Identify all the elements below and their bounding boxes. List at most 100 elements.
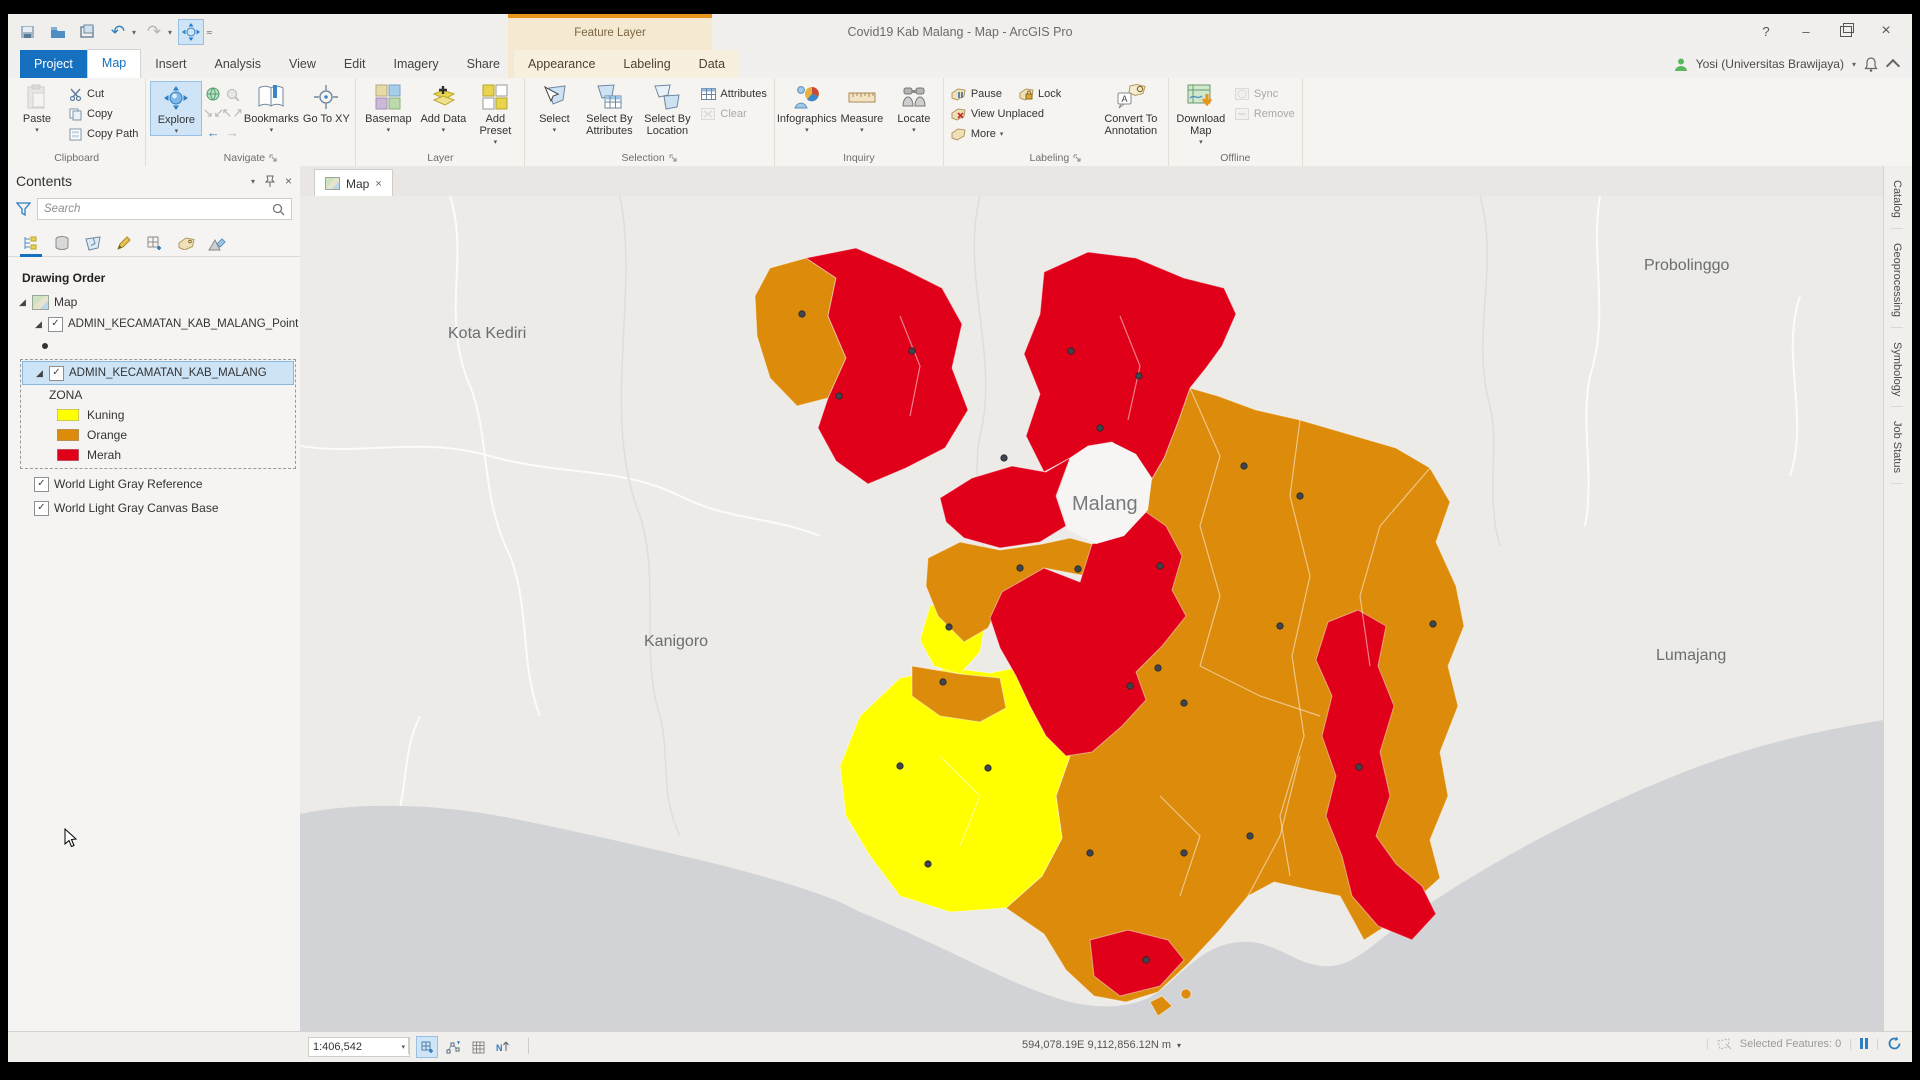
tab-data[interactable]: Data (698, 57, 726, 71)
zone-red-north[interactable] (1023, 251, 1237, 483)
tree-item-base-layer[interactable]: ✓ World Light Gray Canvas Base (8, 497, 300, 519)
select-by-attributes-button[interactable]: Select By Attributes (581, 81, 637, 137)
restore-button[interactable] (1826, 17, 1866, 45)
selection-launcher-icon[interactable] (669, 154, 678, 163)
attributes-button[interactable]: Attributes (697, 85, 769, 103)
paste-button[interactable]: Paste ▾ (12, 81, 62, 134)
tab-labeling[interactable]: Labeling (623, 57, 671, 71)
cut-button[interactable]: Cut (64, 85, 141, 103)
list-by-snapping-button[interactable] (144, 230, 166, 256)
pin-icon[interactable] (264, 175, 275, 187)
labeling-launcher-icon[interactable] (1073, 154, 1082, 163)
full-extent-button[interactable] (204, 85, 222, 103)
snapping-toggle-button[interactable] (416, 1036, 438, 1058)
zone-yellow-southwest[interactable] (839, 662, 1071, 913)
layer-visibility-checkbox[interactable]: ✓ (34, 500, 49, 516)
new-project-button[interactable] (76, 20, 100, 44)
tab-job-status[interactable]: Job Status (1891, 411, 1903, 485)
qat-customize-button[interactable]: ≂ (206, 27, 213, 37)
lock-labeling-button[interactable]: Lock (1015, 85, 1064, 103)
convert-to-annotation-button[interactable]: A Convert To Annotation (1098, 81, 1164, 137)
list-by-editing-button[interactable] (113, 230, 135, 256)
minimize-button[interactable]: – (1802, 23, 1810, 39)
select-button[interactable]: Select ▾ (529, 81, 579, 134)
tab-view[interactable]: View (289, 57, 316, 71)
filter-icon[interactable] (16, 202, 31, 216)
tab-imagery[interactable]: Imagery (393, 57, 439, 71)
zone-orange-wedge[interactable] (911, 665, 1007, 723)
clear-selection-button[interactable]: Clear (697, 105, 769, 123)
coordinate-readout[interactable]: 594,078.19E 9,112,856.12N m ▾ (1022, 1039, 1181, 1051)
panel-menu-icon[interactable]: ▾ (250, 176, 255, 186)
north-arrow-tool-button[interactable]: N (493, 1037, 513, 1057)
map-canvas[interactable]: Kota Kediri Probolinggo Malang Kanigoro … (300, 196, 1884, 1032)
tree-item-polygon-layer[interactable]: ◢ ✓ ADMIN_KECAMATAN_KAB_MALANG (22, 361, 294, 385)
zoom-in-steps-icon[interactable]: ↘↙ (202, 105, 225, 120)
pause-drawing-button[interactable] (1860, 1038, 1869, 1049)
zone-red-south-of-city[interactable] (989, 511, 1187, 757)
contents-search-input[interactable]: Search (37, 198, 292, 220)
map-scale-combo[interactable]: 1:406,542 ▾ (308, 1037, 410, 1057)
zone-red-east-strip[interactable] (1315, 609, 1437, 941)
save-project-button[interactable] (16, 20, 40, 44)
zone-red-south-coast[interactable] (1089, 929, 1185, 997)
expand-icon[interactable]: ◢ (36, 367, 43, 378)
add-data-button[interactable]: Add Data ▾ (418, 81, 468, 134)
explore-button[interactable]: Explore ▾ (150, 81, 203, 136)
expand-icon[interactable]: ◢ (19, 296, 26, 307)
tab-appearance[interactable]: Appearance (527, 57, 596, 71)
undo-dropdown-icon[interactable]: ▾ (132, 27, 137, 37)
account-dropdown-icon[interactable]: ▾ (1851, 59, 1856, 69)
tab-edit[interactable]: Edit (343, 57, 366, 71)
list-by-perspective-button[interactable] (206, 230, 228, 256)
tab-share[interactable]: Share (466, 57, 500, 71)
redo-dropdown-icon[interactable]: ▾ (168, 27, 173, 37)
open-project-button[interactable] (46, 20, 70, 44)
copy-button[interactable]: Copy (64, 105, 141, 123)
layer-visibility-checkbox[interactable]: ✓ (49, 365, 64, 381)
legend-item-kuning[interactable]: Kuning (21, 405, 295, 425)
map-view-tab[interactable]: Map × (314, 169, 393, 197)
legend-item-orange[interactable]: Orange (21, 425, 295, 445)
vertices-tool-button[interactable] (443, 1037, 463, 1057)
basemap-button[interactable]: Basemap ▾ (360, 81, 416, 134)
tab-geoprocessing[interactable]: Geoprocessing (1891, 233, 1903, 328)
tab-analysis[interactable]: Analysis (214, 57, 262, 71)
close-tab-icon[interactable]: × (375, 177, 382, 190)
expand-icon[interactable]: ◢ (35, 318, 42, 329)
tree-item-reference-layer[interactable]: ✓ World Light Gray Reference (8, 473, 300, 495)
more-labeling-button[interactable]: More ▾ (948, 125, 1096, 143)
tree-item-point-layer[interactable]: ◢ ✓ ADMIN_KECAMATAN_KAB_MALANG_Point (35, 316, 299, 332)
refresh-icon[interactable] (1887, 1036, 1902, 1051)
list-by-labeling-button[interactable] (175, 230, 197, 256)
remove-button[interactable]: Remove (1231, 105, 1298, 123)
go-to-xy-button[interactable]: Go To XY (301, 81, 351, 125)
previous-extent-button[interactable]: ← (206, 124, 220, 140)
pause-labeling-button[interactable]: Pause (948, 85, 1005, 103)
close-button[interactable]: × (1881, 22, 1891, 39)
tab-catalog[interactable]: Catalog (1891, 170, 1903, 229)
zone-red-northwest[interactable] (805, 247, 969, 485)
copy-path-button[interactable]: Copy Path (64, 125, 141, 143)
panel-close-icon[interactable]: × (284, 174, 292, 188)
zone-red-west-arm[interactable] (939, 457, 1071, 549)
undo-button[interactable]: ↶ (110, 22, 126, 41)
tab-project[interactable]: Project (20, 50, 87, 78)
signed-in-user[interactable]: Yosi (Universitas Brawijaya) (1695, 57, 1844, 71)
tab-symbology[interactable]: Symbology (1891, 332, 1903, 408)
list-by-drawing-order-button[interactable] (20, 230, 42, 257)
locate-button[interactable]: Locate ▾ (889, 81, 939, 134)
view-unplaced-button[interactable]: View Unplaced (948, 105, 1096, 123)
next-extent-button[interactable]: → (225, 124, 239, 140)
help-button[interactable]: ? (1762, 23, 1770, 39)
notifications-bell-icon[interactable] (1864, 56, 1878, 72)
orange-islet[interactable] (1149, 995, 1173, 1017)
point-symbol-row[interactable] (8, 335, 300, 357)
select-by-location-button[interactable]: Select By Location (639, 81, 695, 137)
collapse-ribbon-icon[interactable] (1885, 58, 1901, 74)
bookmarks-button[interactable]: Bookmarks ▾ (243, 81, 299, 134)
explore-quick-button[interactable] (178, 19, 205, 45)
tree-item-map[interactable]: ◢ Map (19, 294, 78, 310)
tab-insert[interactable]: Insert (155, 57, 187, 71)
grid-tool-button[interactable] (468, 1037, 488, 1057)
